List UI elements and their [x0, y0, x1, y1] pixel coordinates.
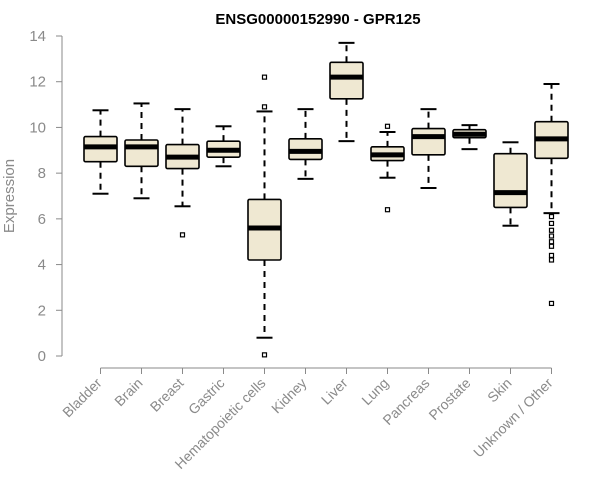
- x-tick-label: Brain: [111, 375, 145, 409]
- box-1: [124, 102, 159, 200]
- box-4: [247, 74, 282, 358]
- x-tick-label: Liver: [318, 375, 351, 408]
- outlier-point: [548, 233, 555, 239]
- iqr-box: [493, 152, 528, 209]
- outlier-point: [548, 243, 555, 249]
- x-tick-label: Lung: [358, 375, 391, 408]
- outlier-point: [548, 300, 555, 307]
- outlier-point: [548, 227, 555, 233]
- outlier-point: [261, 74, 268, 80]
- box-10: [493, 141, 528, 227]
- outlier-point: [261, 104, 268, 110]
- y-axis-label: Expression: [1, 159, 18, 233]
- boxes: [83, 41, 569, 358]
- box-7: [370, 123, 405, 213]
- outlier-point: [548, 257, 555, 263]
- box-0: [83, 109, 118, 195]
- x-tick-label: Skin: [484, 375, 515, 406]
- outlier-point: [384, 123, 391, 129]
- y-tick-label: 4: [38, 257, 46, 274]
- box-5: [288, 108, 323, 180]
- iqr-box: [124, 139, 159, 168]
- y-tick-label: 0: [38, 348, 46, 365]
- outlier-point: [179, 232, 186, 238]
- x-tick-label: Breast: [147, 375, 187, 415]
- outlier-point: [548, 252, 555, 259]
- box-6: [329, 41, 364, 143]
- y-tick-label: 12: [29, 74, 46, 91]
- box-2: [165, 108, 200, 238]
- x-tick-label: Prostate: [425, 375, 473, 423]
- iqr-box: [329, 61, 364, 100]
- box-11: [534, 83, 569, 307]
- outlier-point: [261, 352, 268, 358]
- y-tick-label: 8: [38, 165, 46, 182]
- outlier-point: [548, 220, 555, 227]
- outlier-point: [384, 207, 391, 213]
- y-tick-label: 14: [29, 28, 46, 45]
- y-tick-label: 6: [38, 211, 46, 228]
- chart-title: ENSG00000152990 - GPR125: [215, 11, 420, 28]
- box-3: [206, 125, 241, 168]
- y-axis: 0 2 4 6 8 10 12 14: [29, 28, 63, 365]
- box-8: [411, 108, 446, 189]
- outlier-point: [548, 213, 555, 220]
- y-tick-label: 10: [29, 119, 46, 136]
- x-tick-label: Kidney: [268, 375, 310, 417]
- outlier-point: [548, 239, 555, 245]
- box-9: [452, 124, 487, 151]
- x-tick-label: Bladder: [59, 375, 105, 421]
- y-tick-label: 2: [38, 302, 46, 319]
- iqr-box: [411, 127, 446, 156]
